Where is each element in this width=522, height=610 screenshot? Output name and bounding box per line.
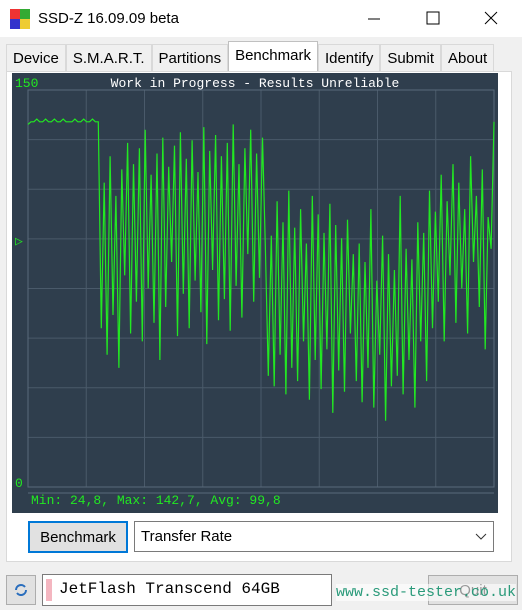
chart: Work in Progress - Results Unreliable Mi… (12, 73, 498, 513)
tab[interactable]: Device (6, 44, 66, 72)
series-line (27, 118, 495, 421)
drive-color (46, 579, 52, 601)
plot-frame (27, 89, 495, 488)
y-tick-label: 150 (15, 76, 38, 91)
watermark: www.ssd-tester.co.uk (336, 584, 517, 601)
average-marker: ▷ (15, 234, 23, 249)
tab[interactable]: Benchmark (228, 41, 318, 72)
title-bar: SSD-Z 16.09.09 beta (0, 0, 522, 37)
refresh-icon (15, 584, 27, 596)
tab-bar: Device S.M.A.R.T. Partitions Benchmark Ident… (6, 41, 495, 72)
dropdown-arrow (475, 533, 487, 540)
mode-dropdown[interactable]: Transfer Rate (134, 521, 494, 552)
y-tick-label: 0 (15, 476, 23, 491)
window-controls[interactable] (360, 0, 522, 37)
tab[interactable]: S.M.A.R.T. (65, 44, 152, 72)
drive-field: JetFlash Transcend 64GB (42, 574, 332, 606)
window-title: SSD-Z 16.09.09 beta (38, 10, 179, 27)
app-icon (10, 9, 30, 29)
benchmark-button[interactable]: Benchmark (28, 521, 128, 553)
drive-name: JetFlash Transcend 64GB (59, 580, 280, 598)
tab[interactable]: Identify (317, 44, 381, 72)
chart-stats: Min: 24,8, Max: 142,7, Avg: 99,8 (31, 493, 281, 508)
dropdown-value: Transfer Rate (141, 528, 233, 545)
chart-title: Work in Progress - Results Unreliable (111, 76, 400, 91)
tab[interactable]: Submit (380, 44, 442, 72)
refresh-button[interactable] (6, 575, 36, 605)
tab[interactable]: About (441, 44, 495, 72)
tab[interactable]: Partitions (151, 44, 229, 72)
